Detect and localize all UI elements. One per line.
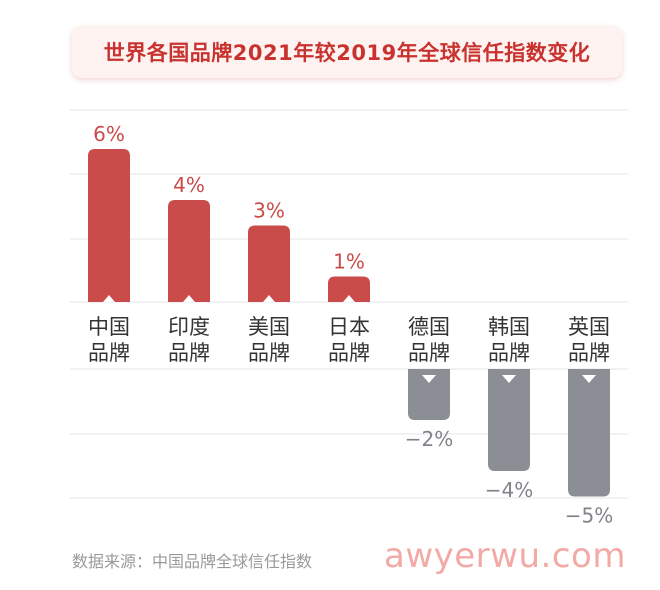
- category-label: 英国: [568, 315, 610, 339]
- up-arrow-icon: [343, 295, 355, 302]
- category-label: 品牌: [88, 341, 130, 365]
- category-label: 品牌: [248, 341, 290, 365]
- category-label: 德国: [408, 315, 450, 339]
- value-label: 1%: [333, 250, 365, 274]
- category-label: 品牌: [488, 341, 530, 365]
- bar-4: [408, 369, 450, 420]
- up-arrow-icon: [263, 295, 275, 302]
- category-label: 中国: [88, 315, 130, 339]
- source-note: 数据来源：中国品牌全球信任指数: [72, 552, 313, 571]
- up-arrow-icon: [103, 295, 115, 302]
- bar-0: [88, 149, 130, 302]
- category-label: 印度: [168, 315, 210, 339]
- chart-title-box: 世界各国品牌2021年较2019年全球信任指数变化: [72, 26, 622, 78]
- down-arrow-icon: [502, 375, 516, 383]
- bar-3: [328, 276, 370, 302]
- value-label: −2%: [405, 427, 454, 451]
- category-label: 韩国: [488, 315, 530, 339]
- value-label: −5%: [565, 504, 614, 528]
- bar-5: [488, 369, 530, 471]
- value-label: 6%: [93, 122, 125, 146]
- category-label: 美国: [248, 315, 290, 339]
- watermark: awyerwu.com: [384, 536, 626, 576]
- chart-title: 世界各国品牌2021年较2019年全球信任指数变化: [103, 41, 591, 65]
- bar-2: [248, 225, 290, 302]
- category-label: 品牌: [568, 341, 610, 365]
- bar-6: [568, 369, 610, 497]
- category-label: 品牌: [408, 341, 450, 365]
- down-arrow-icon: [582, 375, 596, 383]
- category-label: 品牌: [168, 341, 210, 365]
- bar-1: [168, 200, 210, 302]
- value-label: 3%: [253, 199, 285, 223]
- down-arrow-icon: [422, 375, 436, 383]
- up-arrow-icon: [183, 295, 195, 302]
- value-label: −4%: [485, 478, 534, 502]
- category-label: 品牌: [328, 341, 370, 365]
- value-label: 4%: [173, 173, 205, 197]
- category-label: 日本: [328, 315, 370, 339]
